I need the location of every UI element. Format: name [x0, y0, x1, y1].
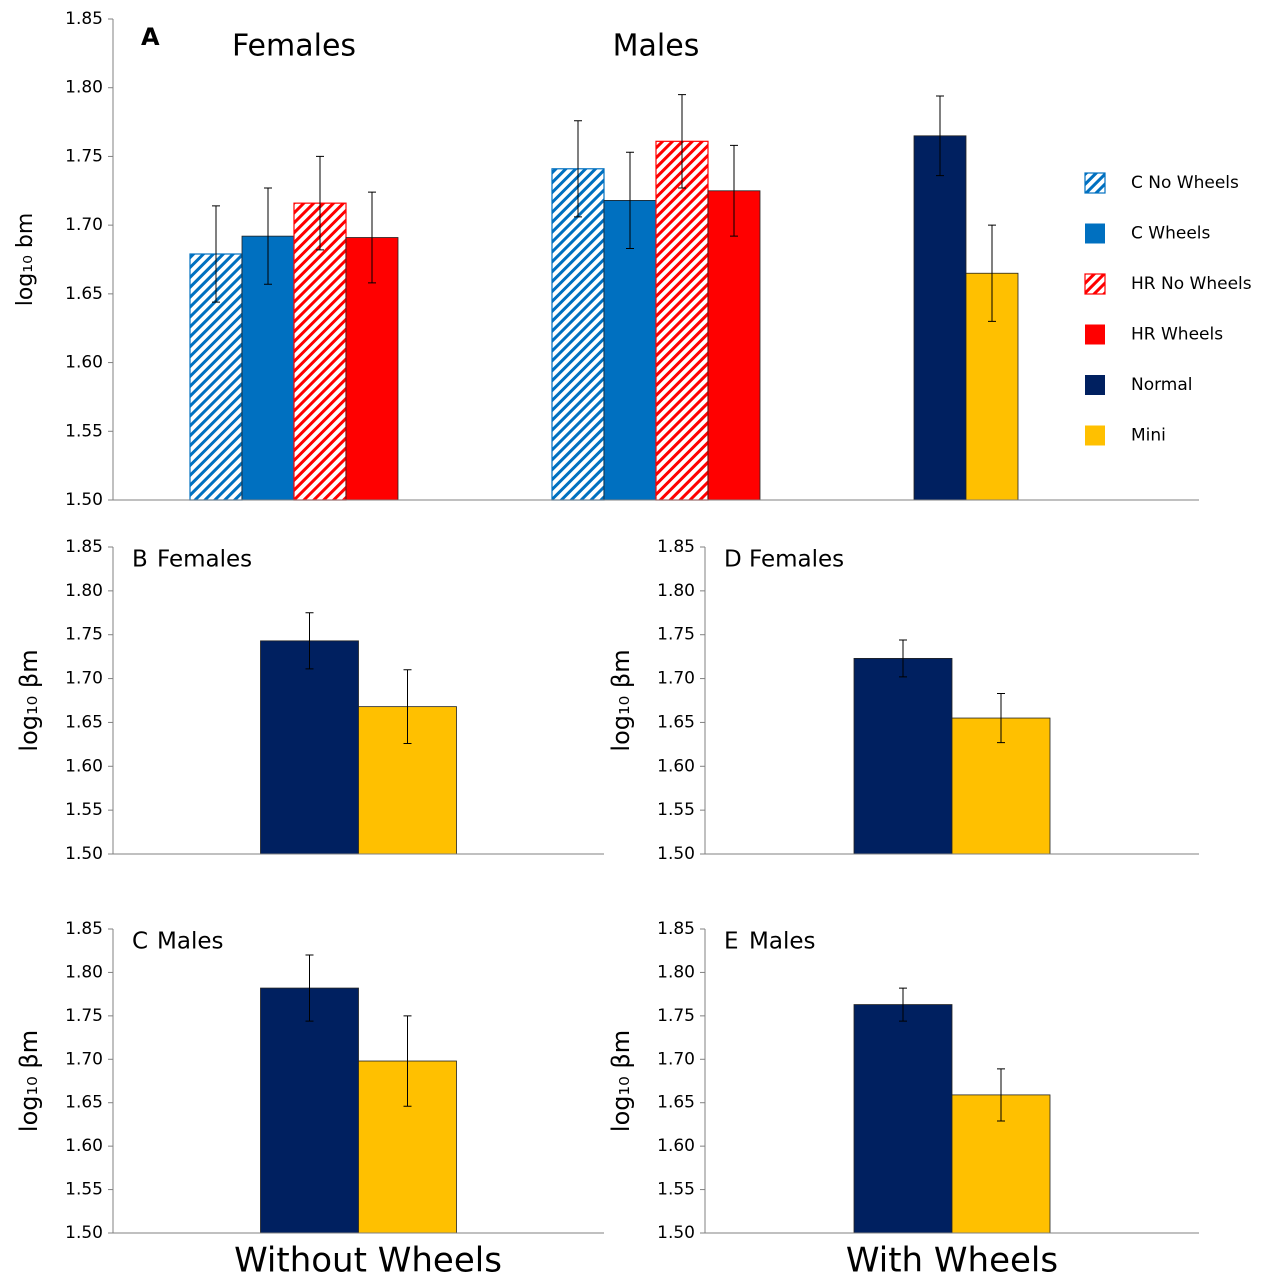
y-tick-label: 1.85 [657, 919, 695, 939]
column-label: Without Wheels [234, 1241, 502, 1279]
y-tick-label: 1.65 [65, 1093, 103, 1113]
y-tick-label: 1.65 [65, 712, 103, 732]
legend-label: Mini [1131, 426, 1166, 446]
panel-title: Males [749, 929, 815, 955]
bar [913, 135, 967, 501]
legend-swatch [1084, 273, 1106, 295]
bar [551, 168, 605, 501]
legend-label: Normal [1131, 375, 1193, 395]
panel-title: Females [157, 547, 252, 573]
error-bar [936, 95, 944, 177]
y-axis-label: log₁₀ bm [13, 213, 38, 307]
panel-letter: E [724, 929, 739, 955]
y-axis-label: log₁₀ βm [607, 1030, 635, 1132]
legend-label: C No Wheels [1131, 173, 1239, 193]
y-tick-label: 1.55 [657, 800, 695, 820]
panel-letter: C [132, 929, 148, 955]
y-tick-label: 1.65 [65, 284, 103, 304]
y-tick-label: 1.80 [65, 581, 103, 601]
y-tick-label: 1.50 [65, 844, 103, 864]
legend-swatch [1085, 223, 1105, 244]
error-bar [305, 954, 314, 1022]
y-tick-label: 1.50 [657, 1223, 695, 1243]
y-tick-label: 1.50 [65, 490, 103, 510]
y-tick-label: 1.70 [65, 1049, 103, 1069]
error-bar [988, 224, 996, 322]
panel-letter: B [132, 547, 148, 573]
y-tick-label: 1.80 [65, 962, 103, 982]
legend-label: HR Wheels [1131, 325, 1223, 345]
y-tick-label: 1.55 [657, 1180, 695, 1200]
y-tick-label: 1.70 [657, 1049, 695, 1069]
error-bar [626, 151, 634, 250]
panel-letter: D [724, 547, 742, 573]
bar [260, 640, 359, 855]
panel-letter: A [141, 23, 160, 51]
panel-title: Females [749, 547, 844, 573]
y-tick-label: 1.75 [65, 625, 103, 645]
y-tick-label: 1.60 [65, 353, 103, 373]
legend-swatch [1085, 425, 1105, 446]
legend-swatch [1084, 172, 1106, 194]
legend-swatch [1085, 324, 1105, 345]
y-tick-label: 1.80 [657, 581, 695, 601]
panel-title: Males [157, 929, 223, 955]
y-tick-label: 1.80 [657, 962, 695, 982]
bar [853, 1004, 953, 1234]
y-tick-label: 1.85 [657, 537, 695, 557]
bar [707, 190, 761, 501]
y-axis-label: log₁₀ βm [607, 649, 635, 751]
y-tick-label: 1.75 [65, 1006, 103, 1026]
error-bar [899, 987, 907, 1022]
error-bar [212, 205, 220, 303]
y-tick-label: 1.65 [657, 1093, 695, 1113]
error-bar [403, 1015, 412, 1107]
y-tick-label: 1.50 [65, 1223, 103, 1243]
y-tick-label: 1.60 [657, 1136, 695, 1156]
bar [853, 657, 953, 855]
y-axis-label: log₁₀ βm [15, 649, 43, 751]
y-tick-label: 1.75 [657, 1006, 695, 1026]
error-bar [368, 191, 376, 284]
column-label: With Wheels [846, 1241, 1058, 1279]
error-bar [678, 94, 686, 189]
error-bar [316, 155, 324, 251]
y-tick-label: 1.85 [65, 919, 103, 939]
error-bar [574, 120, 582, 218]
category-label: Males [613, 29, 700, 64]
category-label: Females [232, 29, 356, 64]
legend-swatch [1085, 375, 1105, 395]
y-axis-label: log₁₀ βm [15, 1030, 43, 1132]
bar [655, 140, 709, 501]
y-tick-label: 1.50 [657, 844, 695, 864]
error-bar [997, 1068, 1005, 1122]
y-tick-label: 1.55 [65, 800, 103, 820]
error-bar [403, 669, 412, 744]
error-bar [305, 612, 314, 670]
y-tick-label: 1.70 [657, 669, 695, 689]
legend-label: HR No Wheels [1131, 274, 1252, 294]
y-tick-label: 1.65 [657, 712, 695, 732]
y-tick-label: 1.60 [65, 756, 103, 776]
bar [260, 987, 359, 1234]
error-bar [264, 187, 272, 285]
y-tick-label: 1.55 [65, 1180, 103, 1200]
y-tick-label: 1.85 [65, 9, 103, 29]
y-tick-label: 1.70 [65, 669, 103, 689]
y-tick-label: 1.85 [65, 537, 103, 557]
error-bar [730, 144, 738, 237]
y-tick-label: 1.70 [65, 215, 103, 235]
legend-label: C Wheels [1131, 224, 1210, 244]
y-tick-label: 1.60 [657, 756, 695, 776]
y-tick-label: 1.60 [65, 1136, 103, 1156]
error-bar [997, 692, 1005, 744]
y-tick-label: 1.75 [657, 625, 695, 645]
y-tick-label: 1.75 [65, 146, 103, 166]
error-bar [899, 639, 907, 678]
y-tick-label: 1.55 [65, 421, 103, 441]
y-tick-label: 1.80 [65, 78, 103, 98]
